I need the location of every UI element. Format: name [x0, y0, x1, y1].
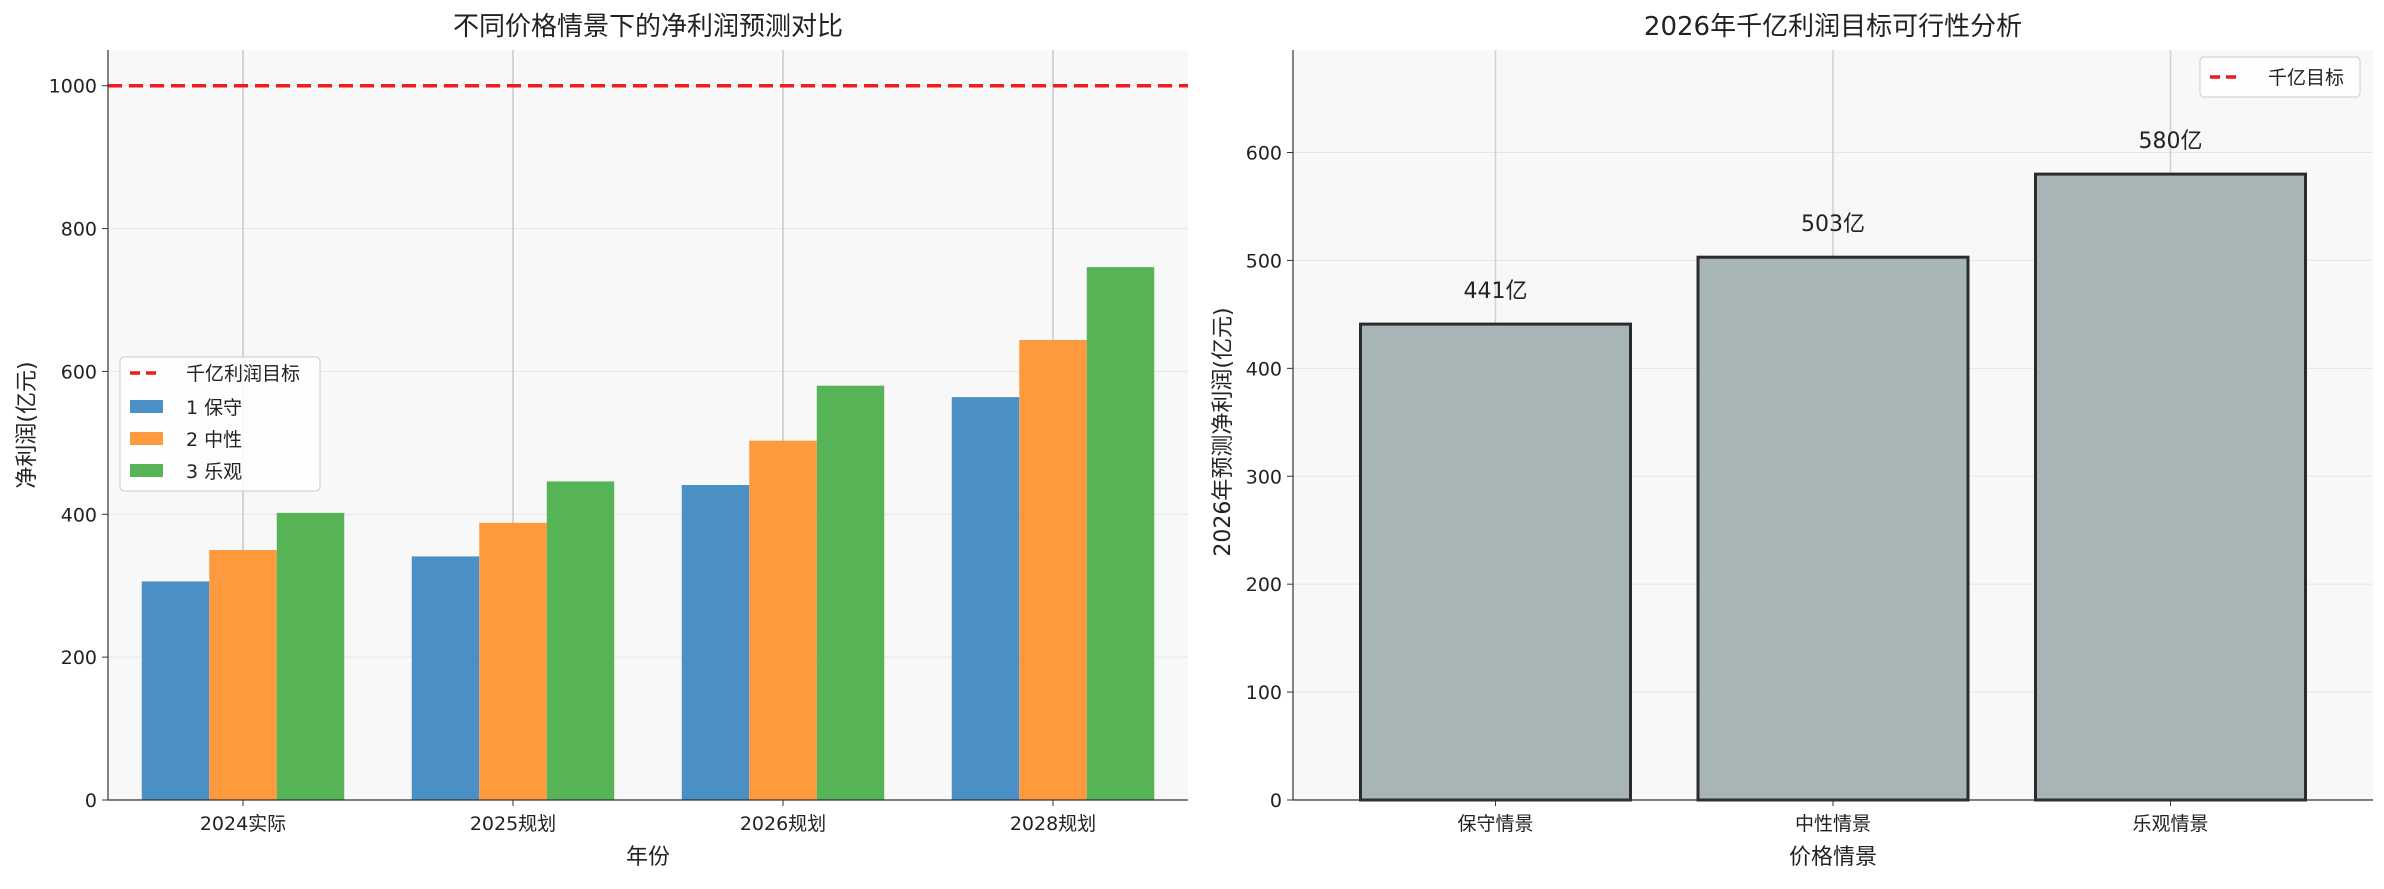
right-y-tick-label: 200 [1246, 574, 1282, 596]
right-chart-title: 2026年千亿利润目标可行性分析 [1644, 12, 2022, 42]
right-y-tick-label: 500 [1246, 250, 1282, 272]
right-chart: 441亿 503亿 580亿 0 100 200 300 400 500 600 保守情景 中性情景… [1211, 12, 2373, 870]
left-bar [681, 485, 750, 800]
left-bar [1086, 267, 1155, 801]
left-legend-label-3: 3 乐观 [186, 461, 242, 483]
left-bar [951, 397, 1020, 800]
left-bar [749, 440, 817, 800]
left-bar [209, 550, 277, 800]
left-legend-swatch-1 [130, 400, 163, 413]
right-data-label: 580亿 [2139, 129, 2203, 154]
left-x-tick-label: 2026规划 [740, 813, 826, 835]
left-legend-swatch-3 [130, 464, 163, 477]
left-legend-ref-label: 千亿利润目标 [186, 363, 300, 385]
left-legend-label-2: 2 中性 [186, 429, 242, 451]
left-axes: 0 200 400 600 800 1000 2024实际 2025规划 2026规划 2028规… [49, 50, 1188, 835]
right-y-tick-label: 0 [1270, 790, 1282, 812]
right-x-tick-label: 保守情景 [1457, 813, 1533, 835]
right-legend-ref-label: 千亿目标 [2268, 67, 2344, 89]
left-y-tick-label: 0 [85, 790, 97, 812]
left-legend-swatch-2 [130, 432, 163, 445]
left-bar [276, 512, 345, 800]
left-bars [141, 267, 1155, 801]
right-x-tick-label: 乐观情景 [2132, 813, 2208, 835]
right-y-tick-label: 400 [1246, 358, 1282, 380]
left-bar [411, 556, 480, 800]
left-bar [1019, 340, 1087, 800]
left-legend: 千亿利润目标 1 保守 2 中性 3 乐观 [119, 356, 321, 492]
right-y-axis-label: 2026年预测净利润(亿元) [1211, 307, 1236, 556]
right-legend-box [2199, 56, 2361, 98]
right-bar [2034, 172, 2307, 802]
left-x-axis-label: 年份 [626, 845, 670, 870]
left-bar [546, 481, 615, 800]
left-x-tick-label: 2024实际 [200, 813, 286, 835]
right-legend: 千亿目标 [2199, 56, 2361, 98]
right-y-tick-label: 100 [1246, 682, 1282, 704]
left-y-tick-label: 1000 [49, 76, 97, 98]
left-x-tick-label: 2028规划 [1010, 813, 1096, 835]
left-legend-label-1: 1 保守 [186, 397, 242, 419]
right-bars: 441亿 503亿 580亿 [1359, 129, 2307, 802]
left-y-axis-label: 净利润(亿元) [15, 361, 40, 488]
right-axes: 0 100 200 300 400 500 600 保守情景 中性情景 乐观情景 [1246, 50, 2373, 835]
left-legend-box [119, 356, 321, 492]
right-y-tick-label: 300 [1246, 466, 1282, 488]
left-y-tick-label: 200 [61, 647, 97, 669]
left-bar [479, 522, 547, 800]
right-x-axis-label: 价格情景 [1789, 845, 1877, 870]
right-data-label: 503亿 [1801, 212, 1865, 237]
left-chart-title: 不同价格情景下的净利润预测对比 [453, 12, 843, 42]
right-bar [1696, 255, 1970, 802]
right-y-tick-label: 600 [1246, 143, 1282, 165]
left-x-tick-label: 2025规划 [470, 813, 556, 835]
right-bar [1359, 322, 1632, 802]
left-y-tick-label: 600 [61, 361, 97, 383]
left-y-tick-label: 800 [61, 219, 97, 241]
left-bar [816, 385, 885, 800]
left-y-tick-label: 400 [61, 504, 97, 526]
left-bar [141, 581, 210, 800]
right-data-label: 441亿 [1464, 279, 1528, 304]
left-chart: 0 200 400 600 800 1000 2024实际 2025规划 2026规划 2028规… [15, 12, 1188, 870]
right-x-tick-label: 中性情景 [1795, 813, 1871, 835]
